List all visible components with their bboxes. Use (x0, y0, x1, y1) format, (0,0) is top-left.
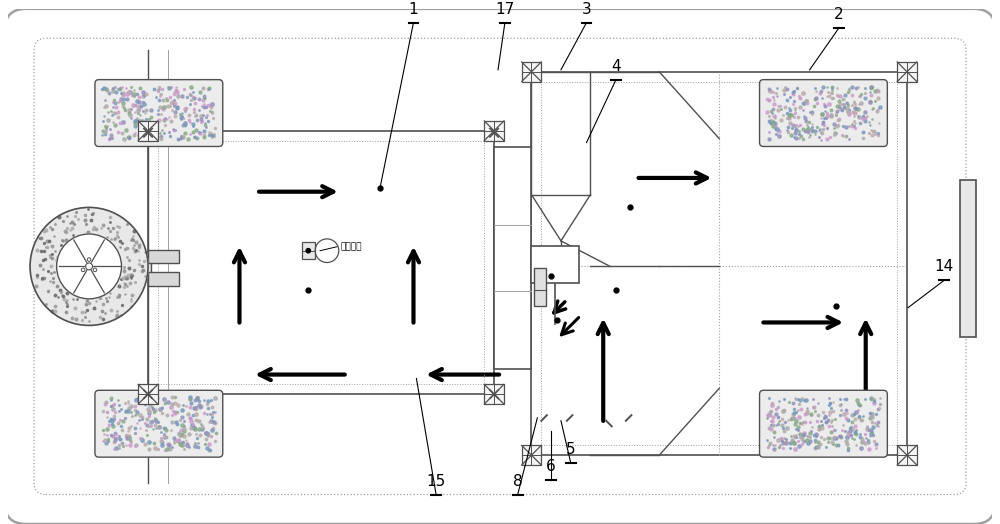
Text: 2: 2 (834, 7, 844, 21)
Bar (531, 72, 907, 455)
Circle shape (81, 268, 85, 271)
FancyBboxPatch shape (5, 9, 995, 524)
FancyBboxPatch shape (522, 62, 541, 82)
Bar (541, 82, 897, 445)
Bar (534, 268, 546, 305)
Bar (960, 180, 976, 337)
Text: 5: 5 (566, 442, 576, 457)
Circle shape (306, 248, 310, 253)
Bar (148, 272, 179, 286)
Text: 14: 14 (935, 259, 954, 274)
Bar (148, 131, 494, 394)
FancyBboxPatch shape (897, 445, 917, 465)
Text: 15: 15 (426, 474, 446, 488)
FancyBboxPatch shape (138, 385, 158, 404)
Circle shape (57, 234, 121, 299)
Circle shape (86, 263, 92, 270)
Text: 6: 6 (546, 459, 556, 474)
Bar (494, 147, 531, 369)
Circle shape (30, 208, 148, 325)
FancyBboxPatch shape (95, 390, 223, 457)
Bar (158, 140, 484, 385)
Bar (302, 242, 315, 259)
FancyBboxPatch shape (484, 385, 504, 404)
Text: 1: 1 (409, 2, 418, 17)
Text: 17: 17 (495, 2, 515, 17)
FancyBboxPatch shape (484, 121, 504, 140)
Circle shape (87, 258, 91, 261)
FancyBboxPatch shape (760, 80, 887, 147)
Circle shape (93, 268, 97, 271)
FancyBboxPatch shape (95, 80, 223, 147)
Text: 3: 3 (582, 2, 591, 17)
FancyBboxPatch shape (760, 390, 887, 457)
FancyBboxPatch shape (522, 445, 541, 465)
FancyBboxPatch shape (138, 121, 158, 140)
Bar (141, 254, 151, 278)
Bar (531, 246, 579, 283)
Text: 4: 4 (611, 59, 621, 74)
FancyBboxPatch shape (897, 62, 917, 82)
Text: 关键节点: 关键节点 (341, 242, 362, 251)
Bar (148, 250, 179, 264)
Text: 8: 8 (513, 474, 523, 488)
